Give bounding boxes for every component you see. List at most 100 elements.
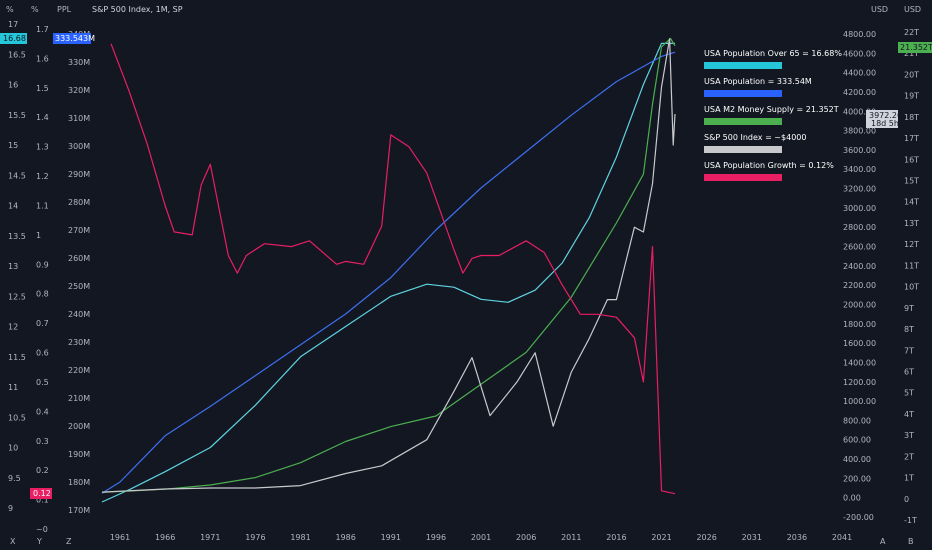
- m2_usd-tick-label: 10T: [904, 283, 919, 292]
- pop65_pct-tick-label: 11: [8, 383, 18, 392]
- b-scale-icon[interactable]: B: [908, 537, 914, 546]
- pop65_pct-tick-label: 14.5: [8, 171, 26, 180]
- sp500_usd-tick-label: 2000.00: [843, 300, 876, 309]
- legend: USA Population Over 65 = 16.68% USA Popu…: [704, 49, 842, 181]
- x-tick-label: 1981: [290, 533, 310, 542]
- sp500_usd-tick-label: 3800.00: [843, 127, 876, 136]
- growth_pct-tick-label: 1.1: [36, 201, 49, 210]
- population-tick-label: 220M: [68, 366, 90, 375]
- m2_usd-tick-label: 12T: [904, 240, 919, 249]
- legend-label-pop65: USA Population Over 65 = 16.68%: [704, 49, 842, 58]
- axis-header-usd2: USD: [904, 5, 921, 14]
- growth_pct-tick-label: 1.6: [36, 54, 49, 63]
- sp500_usd-tick-label: 4600.00: [843, 49, 876, 58]
- sp500_usd-tick-label: 0.00: [843, 494, 861, 503]
- population-tick-label: 200M: [68, 422, 90, 431]
- m2_usd-tick-label: 14T: [904, 198, 919, 207]
- x-tick-label: 2001: [471, 533, 491, 542]
- m2_usd-tick-label: 11T: [904, 261, 919, 270]
- sp500_usd-tick-label: 600.00: [843, 436, 871, 445]
- growth-series-line: [110, 43, 676, 495]
- sp500_usd-tick-label: 1600.00: [843, 339, 876, 348]
- pop65_pct-tick-label: 9: [8, 504, 13, 513]
- population-tick-label: 330M: [68, 58, 90, 67]
- x-tick-label: 2021: [651, 533, 671, 542]
- population-tick-label: 260M: [68, 254, 90, 263]
- m2_usd-tick-label: 20T: [904, 70, 919, 79]
- m2_usd-tick-label: 18T: [904, 113, 919, 122]
- x-tick-label: 1971: [200, 533, 220, 542]
- legend-swatch-m2: [704, 118, 782, 125]
- m2_usd-tick-label: 2T: [904, 452, 914, 461]
- pop65-series-line: [101, 42, 675, 503]
- m2_usd-tick-label: 17T: [904, 134, 919, 143]
- axis-header-pct1: %: [6, 5, 14, 14]
- badge-growth: 0.12: [30, 488, 52, 499]
- m2_usd-tick-label: 19T: [904, 92, 919, 101]
- population-tick-label: 300M: [68, 142, 90, 151]
- sp500_usd-tick-label: 400.00: [843, 455, 871, 464]
- legend-swatch-pop65: [704, 62, 782, 69]
- x-tick-label: 1966: [155, 533, 175, 542]
- pop65_pct-tick-label: 14: [8, 202, 18, 211]
- m2_usd-tick-label: 0: [904, 495, 909, 504]
- growth_pct-tick-label: 0.1: [36, 496, 49, 505]
- population-series-line: [101, 51, 676, 494]
- m2_usd-tick-label: 3T: [904, 431, 914, 440]
- sp500_usd-tick-label: 2800.00: [843, 223, 876, 232]
- z-axis-icon[interactable]: Z: [66, 537, 72, 546]
- population-tick-label: 320M: [68, 86, 90, 95]
- pop65_pct-tick-label: 12.5: [8, 292, 26, 301]
- x-axis-icon[interactable]: X: [10, 537, 16, 546]
- badge-m2-text: 21.352T: [900, 43, 932, 52]
- x-tick-label: 2006: [516, 533, 536, 542]
- m2_usd-tick-label: 8T: [904, 325, 914, 334]
- badge-sp500-value: 3972.26: [869, 111, 902, 120]
- population-tick-label: 230M: [68, 338, 90, 347]
- series-layer: [101, 37, 676, 503]
- pop65_pct-tick-label: 13.5: [8, 232, 26, 241]
- pop65_pct-tick-label: 17: [8, 20, 18, 29]
- growth-axis: 1.7 1.6 1.5 1.4 1.3 1.2 1.1 1 0.9 0.8 0.7 0.6 0.5 0.4…: [36, 25, 49, 534]
- x-tick-label: 1991: [381, 533, 401, 542]
- sp500_usd-tick-label: 800.00: [843, 416, 871, 425]
- legend-label-m2: USA M2 Money Supply = 21.352T: [704, 105, 839, 114]
- growth_pct-tick-label: 1.2: [36, 172, 49, 181]
- pop65_pct-tick-label: 13: [8, 262, 18, 271]
- pop65_pct-tick-label: 16.5: [8, 50, 26, 59]
- pop65_pct-tick-label: 10: [8, 444, 18, 453]
- badge-population-text: 333.543M: [55, 34, 95, 43]
- sp500_usd-tick-label: 2400.00: [843, 262, 876, 271]
- growth_pct-tick-label: 0.5: [36, 378, 49, 387]
- legend-swatch-growth: [704, 174, 782, 181]
- y-axis-icon[interactable]: Y: [36, 537, 42, 546]
- pop65_pct-tick-label: 11.5: [8, 353, 26, 362]
- axis-header-pct2: %: [31, 5, 39, 14]
- growth_pct-tick-label: 0.7: [36, 319, 49, 328]
- growth_pct-tick-label: ~0: [36, 525, 48, 534]
- x-tick-label: 2041: [832, 533, 852, 542]
- badge-sp500: 3972.26 18d 5h: [866, 110, 902, 128]
- population-tick-label: 210M: [68, 394, 90, 403]
- auto-scale-icon[interactable]: A: [880, 537, 886, 546]
- m2-axis: 22T 21T 20T 19T 18T 17T 16T 15T 14T 13T 12T 11T 10T 9…: [904, 28, 919, 525]
- sp500_usd-tick-label: 4000.00: [843, 107, 876, 116]
- sp500_usd-tick-label: 3000.00: [843, 204, 876, 213]
- sp500_usd-tick-label: 3200.00: [843, 185, 876, 194]
- badge-pop65: 16.68: [0, 33, 27, 44]
- pop65_pct-tick-label: 12: [8, 323, 18, 332]
- pop65_pct-tick-label: 16: [8, 81, 18, 90]
- growth_pct-tick-label: 1.4: [36, 113, 49, 122]
- population-tick-label: 170M: [68, 506, 90, 515]
- sp500_usd-tick-label: 3600.00: [843, 146, 876, 155]
- sp500_usd-tick-label: 4400.00: [843, 69, 876, 78]
- legend-label-sp500: S&P 500 Index = ~$4000: [704, 133, 806, 142]
- sp500_usd-tick-label: 3400.00: [843, 165, 876, 174]
- badge-population: 333.543M: [53, 33, 95, 44]
- legend-swatch-sp500: [704, 146, 782, 153]
- population-tick-label: 280M: [68, 198, 90, 207]
- pop65_pct-tick-label: 15: [8, 141, 18, 150]
- legend-label-growth: USA Population Growth = 0.12%: [704, 161, 834, 170]
- sp500-series-line: [101, 38, 676, 493]
- growth_pct-tick-label: 1.7: [36, 25, 49, 34]
